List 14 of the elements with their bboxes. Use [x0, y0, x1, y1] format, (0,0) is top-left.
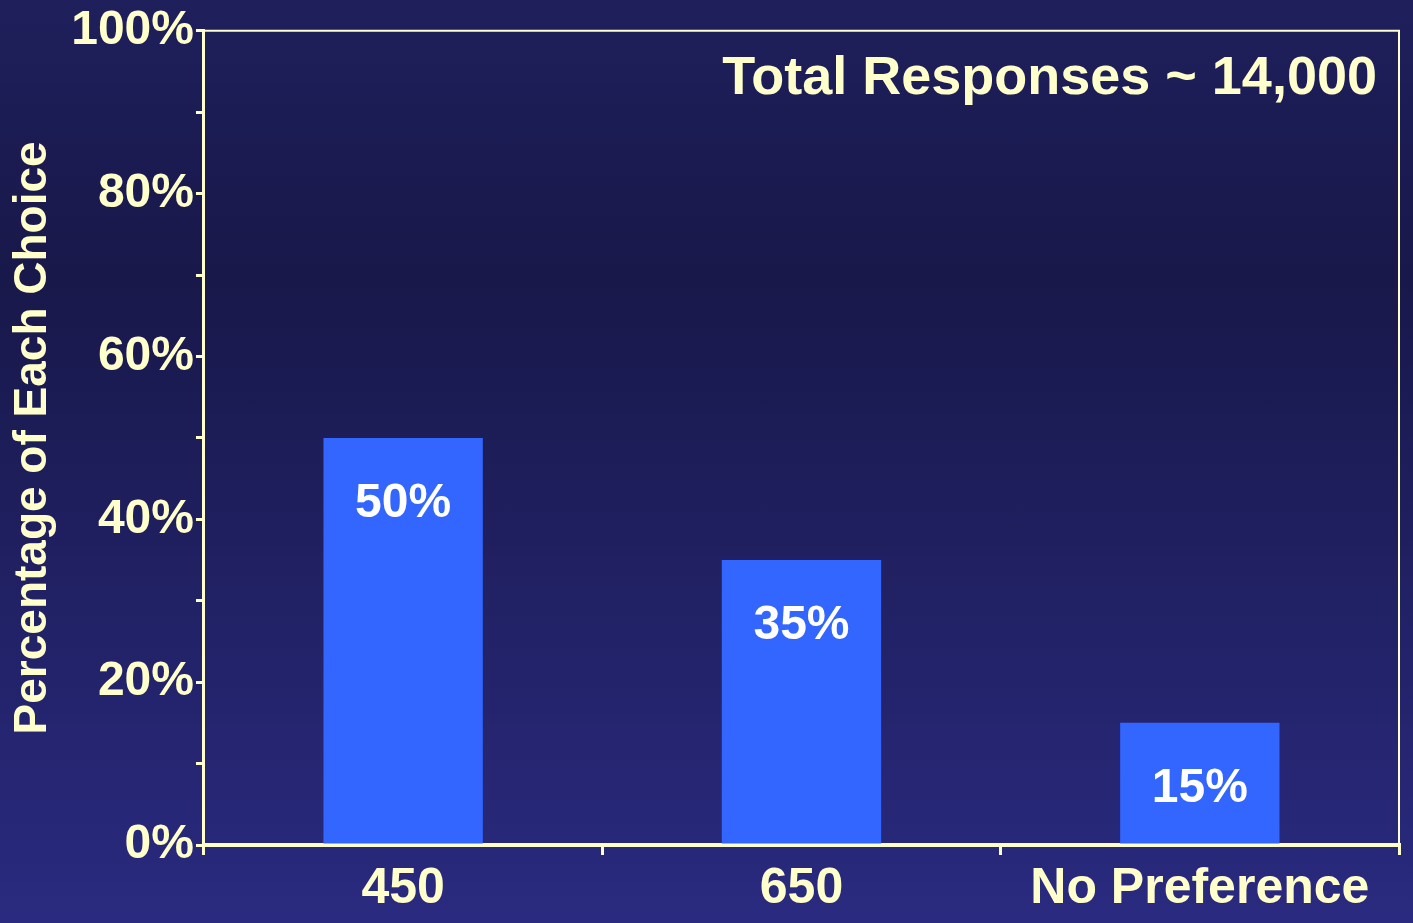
y-tick-label: 0%: [124, 815, 194, 869]
y-tick-label: 40%: [97, 489, 194, 543]
y-tick-label: 80%: [97, 163, 194, 217]
y-tick-label: 60%: [97, 326, 194, 380]
x-tick-label: 650: [759, 857, 844, 914]
y-axis-title: Percentage of Each Choice: [4, 141, 57, 735]
x-tick-label: No Preference: [1030, 857, 1370, 914]
annotation: Total Responses ~ 14,000: [722, 44, 1377, 105]
y-tick-label: 100%: [71, 1, 194, 55]
y-tick-label: 20%: [97, 652, 194, 706]
data-label: 35%: [753, 596, 850, 650]
data-label: 15%: [1151, 759, 1248, 813]
data-label: 50%: [355, 474, 452, 528]
x-tick-label: 450: [361, 857, 445, 914]
